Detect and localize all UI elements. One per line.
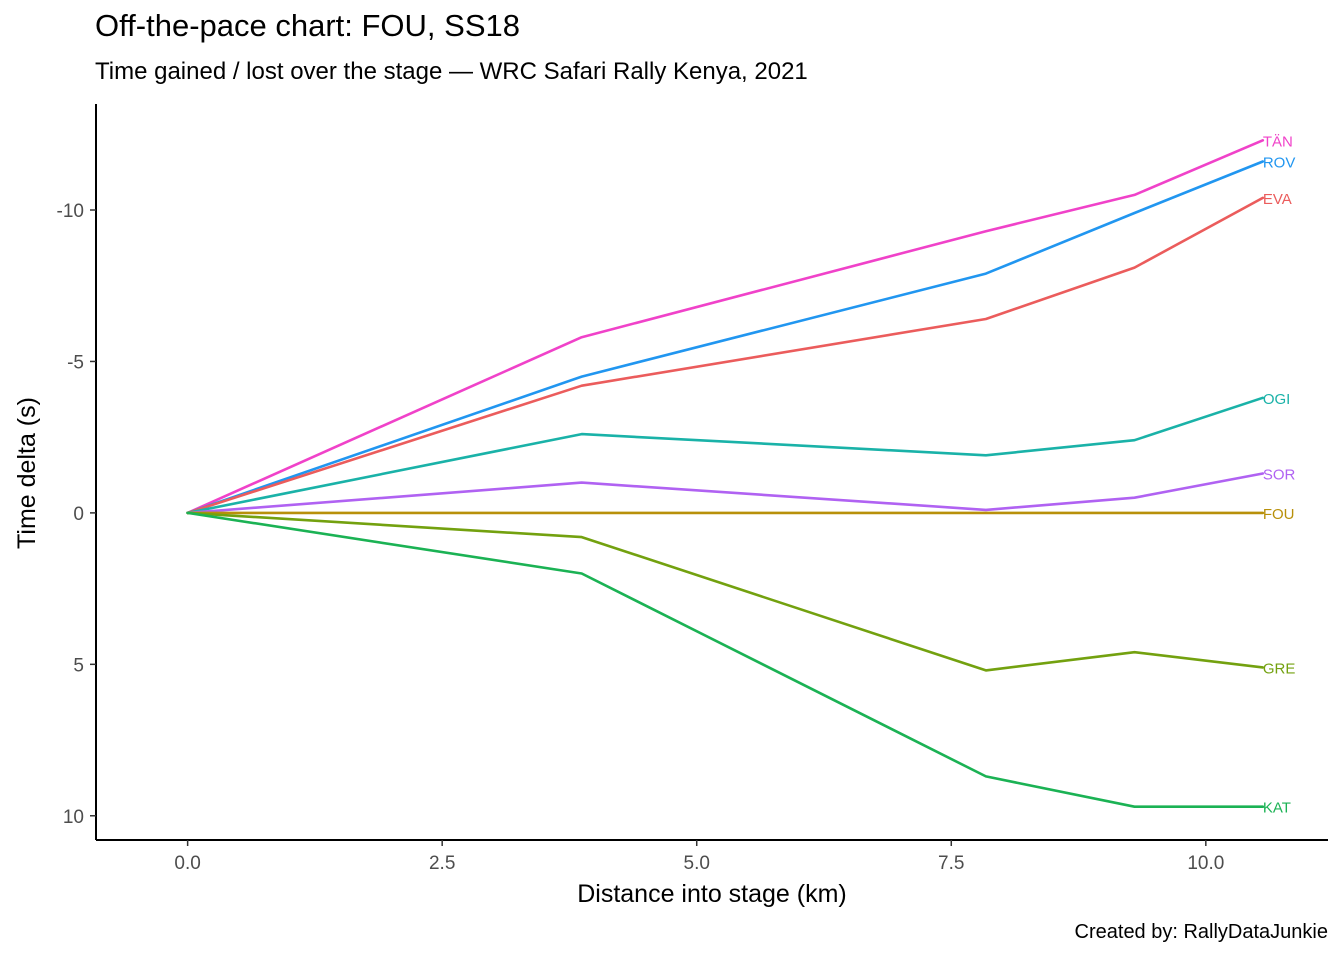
y-axis-title: Time delta (s) — [13, 397, 41, 549]
series-end-label: FOU — [1263, 506, 1295, 523]
x-tick-label: 0.0 — [174, 853, 200, 874]
y-tick-label: -5 — [67, 352, 84, 373]
end-labels-layer: TÄN ROV EVA OGI SOR FOU GRE KAT — [1263, 133, 1296, 816]
y-tick-label: 10 — [63, 807, 84, 828]
series-line-ogi — [186, 396, 1265, 515]
x-tick-label: 2.5 — [429, 853, 455, 874]
y-tick-label: 0 — [73, 504, 84, 525]
x-tick-label: 5.0 — [684, 853, 710, 874]
series-line-sor — [186, 472, 1265, 515]
series-end-label: KAT — [1263, 800, 1291, 817]
series-end-label: OGI — [1263, 391, 1291, 408]
series-end-label: EVA — [1263, 191, 1292, 208]
series-end-label: SOR — [1263, 467, 1296, 484]
y-tick-label: 5 — [73, 655, 84, 676]
series-end-label: GRE — [1263, 660, 1296, 677]
chart-title: Off-the-pace chart: FOU, SS18 — [95, 8, 520, 43]
x-axis-title: Distance into stage (km) — [577, 880, 847, 908]
chart-subtitle: Time gained / lost over the stage — WRC … — [95, 58, 808, 85]
series-line-rov — [186, 160, 1265, 515]
series-line-tän — [186, 139, 1265, 515]
series-end-label: TÄN — [1263, 133, 1293, 150]
chart-caption: Created by: RallyDataJunkie — [1074, 921, 1328, 943]
series-line-gre — [186, 511, 1265, 672]
y-tick-label: -10 — [57, 201, 84, 222]
x-tick-label: 7.5 — [938, 853, 964, 874]
series-line-kat — [186, 511, 1265, 809]
x-tick-label: 10.0 — [1187, 853, 1224, 874]
axes: 0.0 2.5 5.0 7.5 10.0 -10 -5 0 5 10 — [57, 104, 1328, 874]
series-line-eva — [186, 196, 1265, 515]
series-end-label: ROV — [1263, 155, 1296, 172]
series-layer — [186, 139, 1265, 809]
